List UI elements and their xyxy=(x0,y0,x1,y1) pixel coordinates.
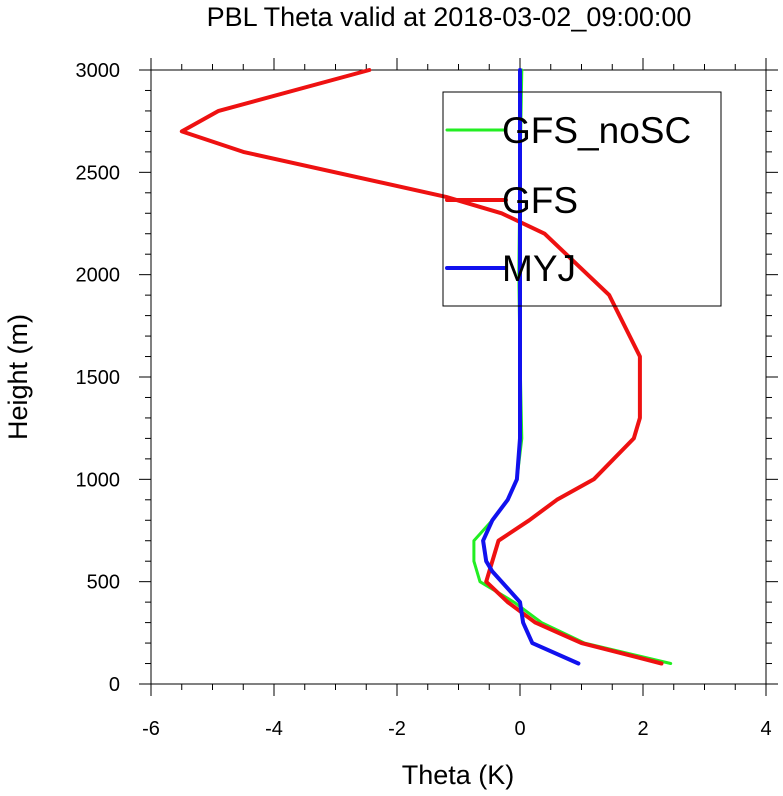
tick-labels: -6 -4 -2 0 2 4 0 500 1000 1500 2000 2500 3000 xyxy=(76,60,772,740)
legend-label-gfs-nosc: GFS_noSC xyxy=(502,110,691,151)
legend-box xyxy=(442,91,722,307)
y-tick-label: 2000 xyxy=(76,265,121,287)
x-axis-label: Theta (K) xyxy=(402,760,515,790)
series-line-myj xyxy=(481,68,581,666)
series-line-gfs xyxy=(179,68,664,666)
series-layer xyxy=(179,68,673,666)
x-tick-label: -4 xyxy=(265,718,283,740)
chart-title: PBL Theta valid at 2018-03-02_09:00:00 xyxy=(207,2,692,32)
y-tick-label: 1000 xyxy=(76,469,121,491)
x-tick-label: -2 xyxy=(388,718,406,740)
x-tick-label: 0 xyxy=(514,718,525,740)
y-tick-label: 0 xyxy=(109,674,120,696)
plot-frame xyxy=(150,69,767,685)
x-tick-label: 4 xyxy=(760,718,771,740)
y-tick-label: 1500 xyxy=(76,367,121,389)
x-tick-label: -6 xyxy=(142,718,160,740)
x-tick-label: 2 xyxy=(637,718,648,740)
legend: GFS_noSC GFS MYJ xyxy=(442,91,722,307)
y-tick-label: 500 xyxy=(87,572,120,594)
legend-label-gfs: GFS xyxy=(502,180,578,221)
y-tick-label: 3000 xyxy=(76,60,121,82)
y-axis-label: Height (m) xyxy=(3,314,33,440)
legend-items: GFS_noSC GFS MYJ xyxy=(445,110,691,289)
tick-marks xyxy=(139,58,778,696)
legend-label-myj: MYJ xyxy=(502,248,576,289)
y-tick-label: 2500 xyxy=(76,162,121,184)
